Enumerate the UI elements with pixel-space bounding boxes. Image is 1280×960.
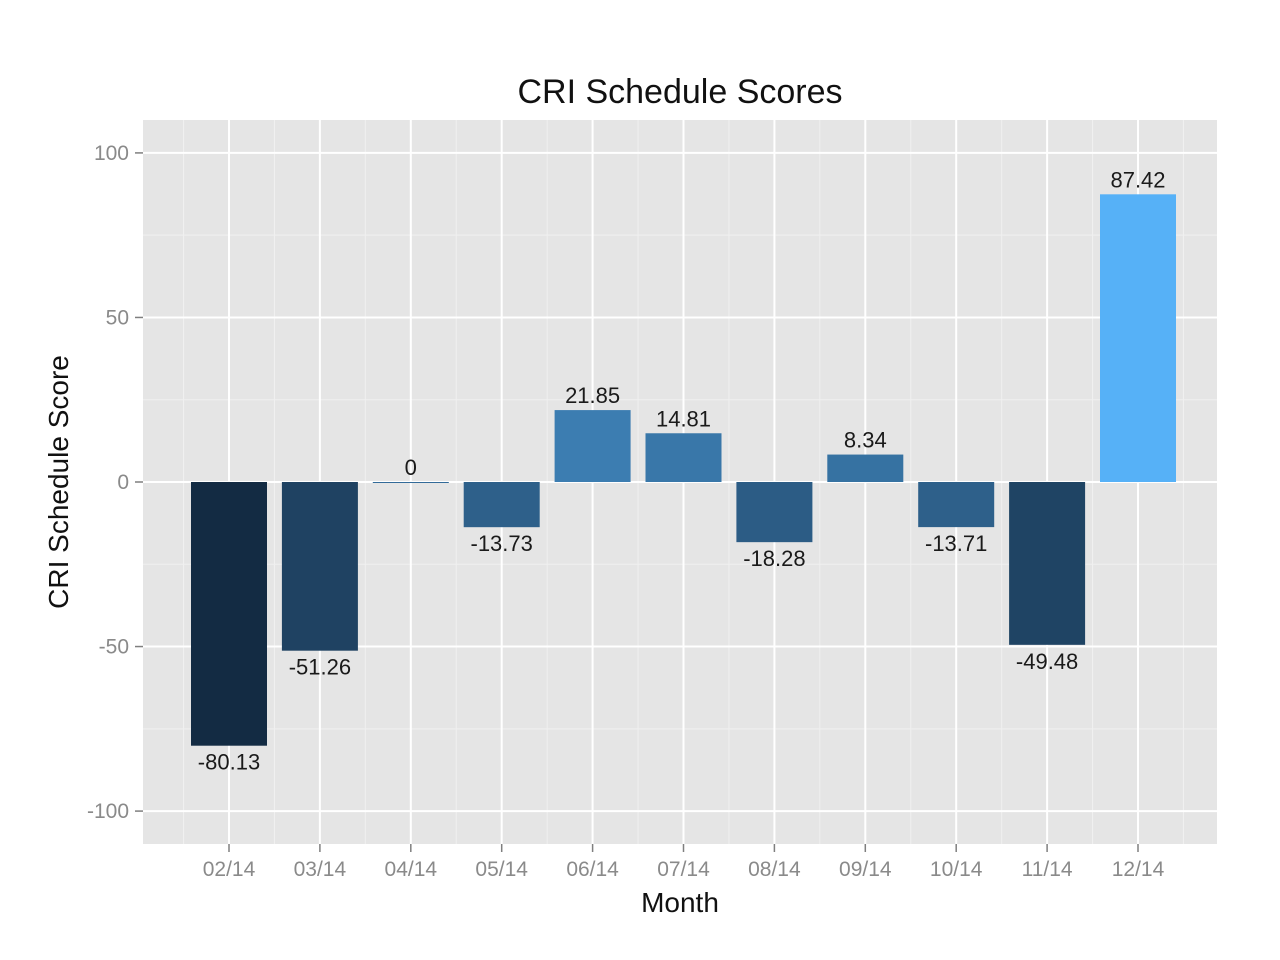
- x-tick-label: 03/14: [294, 858, 347, 881]
- data-label: 8.34: [844, 428, 887, 453]
- y-axis: -100 -50 0 50 100: [87, 142, 143, 823]
- y-tick-label: -100: [87, 800, 129, 823]
- x-tick-label: 11/14: [1022, 858, 1073, 881]
- data-label: 0: [405, 455, 417, 480]
- x-tick-label: 12/14: [1112, 858, 1165, 881]
- bar: [372, 482, 449, 483]
- bar: [191, 482, 267, 746]
- data-label: -51.26: [289, 655, 351, 680]
- x-tick-label: 02/14: [203, 858, 256, 881]
- bar: [736, 482, 813, 543]
- data-label: 14.81: [656, 406, 711, 431]
- bar: [281, 482, 358, 651]
- bar: [645, 433, 722, 482]
- data-label: -18.28: [743, 546, 805, 571]
- x-tick-label: 06/14: [566, 858, 619, 881]
- x-tick-label: 05/14: [475, 858, 528, 881]
- y-tick-label: 100: [94, 142, 129, 165]
- x-tick-label: 04/14: [385, 858, 438, 881]
- x-tick-label: 07/14: [657, 858, 710, 881]
- x-axis-title: Month: [641, 887, 719, 918]
- x-axis: 02/14 03/14 04/14 05/14 06/14 07/14 08/14 09/14…: [203, 844, 1165, 881]
- data-label: 21.85: [565, 383, 620, 408]
- bars: [191, 194, 1176, 746]
- bar: [1100, 194, 1176, 483]
- bar: [463, 482, 540, 528]
- data-labels: -80.13 -51.26 0 -13.73 21.85 14.81 -18.28 8.34 -…: [198, 167, 1166, 774]
- bar: [918, 482, 995, 528]
- y-axis-title: CRI Schedule Score: [43, 355, 74, 609]
- y-tick-label: -50: [99, 636, 129, 659]
- data-label: -13.73: [471, 531, 533, 556]
- chart-title: CRI Schedule Scores: [517, 73, 842, 111]
- bar: [827, 454, 904, 482]
- bar: [1009, 482, 1086, 645]
- y-tick-label: 50: [106, 306, 129, 329]
- x-tick-label: 10/14: [930, 858, 983, 881]
- x-tick-label: 08/14: [748, 858, 801, 881]
- data-label: -80.13: [198, 750, 260, 775]
- x-tick-label: 09/14: [839, 858, 892, 881]
- bar: [554, 410, 631, 482]
- y-tick-label: 0: [117, 471, 129, 494]
- data-label: 87.42: [1110, 167, 1165, 192]
- data-label: -13.71: [925, 531, 987, 556]
- data-label: -49.48: [1016, 649, 1078, 674]
